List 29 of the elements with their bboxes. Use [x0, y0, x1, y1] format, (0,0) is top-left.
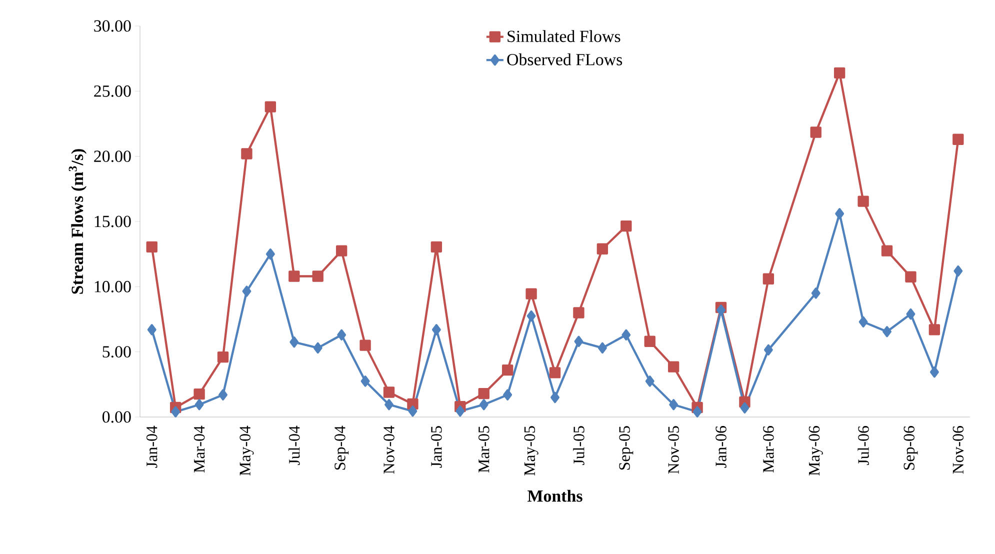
x-tick-label: Nov-06: [952, 426, 964, 474]
x-tick-label: May-06: [808, 426, 823, 476]
x-tick-label: Sep-05: [619, 426, 634, 470]
x-tick-label: Jan-05: [431, 426, 442, 468]
y-tick-label: 0.00: [102, 411, 131, 423]
x-tick-label: Nov-04: [384, 426, 394, 474]
x-tick-label: Jul-05: [573, 426, 584, 466]
x-tick-label: Nov-05: [668, 426, 679, 474]
x-axis-title: Months: [528, 490, 582, 502]
y-tick-label: 25.00: [94, 85, 131, 97]
x-tick-label: Mar-06: [763, 426, 774, 473]
x-tick-label: Sep-04: [334, 426, 349, 470]
legend-label: Simulated Flows: [508, 30, 620, 42]
x-tick-label: Jul-06: [858, 426, 869, 466]
y-tick-label: 5.00: [102, 346, 131, 358]
x-tick-label: Jan-06: [716, 426, 726, 468]
y-axis-title: Stream Flows (m$^{3}$/s): [68, 149, 87, 294]
y-tick-label: 15.00: [94, 216, 131, 228]
x-tick-label: Sep-06: [904, 426, 918, 470]
x-tick-label: Mar-04: [194, 426, 205, 473]
y-tick-label: 20.00: [94, 150, 131, 162]
legend-label: Observed FLows: [507, 53, 622, 66]
x-tick-label: Jul-04: [288, 426, 300, 466]
x-tick-label: May-05: [524, 426, 538, 476]
y-tick-label: 30.00: [94, 20, 131, 32]
x-tick-label: Jan-04: [146, 426, 158, 468]
x-tick-label: Mar-05: [478, 426, 490, 473]
x-tick-label: May-04: [240, 426, 254, 476]
y-tick-label: 10.00: [94, 280, 131, 292]
